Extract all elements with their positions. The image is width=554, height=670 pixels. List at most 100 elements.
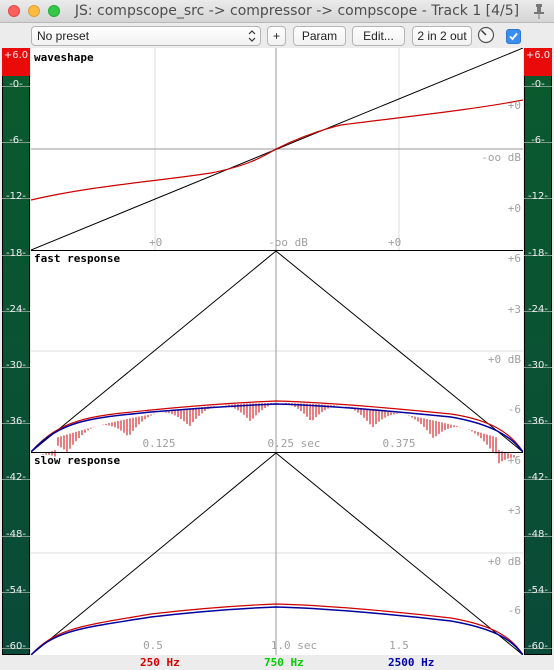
slow-time-label: 1.5 — [389, 639, 409, 652]
waveshape-right-label: -oo dB — [481, 151, 521, 164]
param-button[interactable]: Param — [293, 26, 346, 46]
fast-response-panel: fast response +6 +3 +0 dB -6 0.125 0.25 … — [31, 250, 523, 464]
meter-scale-label: -12- — [6, 191, 26, 203]
meter-tick — [524, 479, 552, 481]
waveshape-bottom-label: +0 — [388, 236, 401, 249]
meter-tick — [524, 535, 552, 537]
waveshape-title: waveshape — [34, 51, 94, 64]
preset-select[interactable]: No preset — [31, 26, 261, 46]
meter-scale-label: -18- — [528, 247, 548, 259]
clip-label: +6.0 — [525, 50, 551, 61]
meter-scale-label: -0- — [531, 79, 545, 90]
slow-time-label: 0.5 — [143, 639, 163, 652]
slow-right-label: +3 — [508, 504, 521, 517]
meter-tick — [524, 648, 552, 649]
scope-display: waveshape +0 -oo dB +0 +0 -oo dB +0 fast… — [31, 48, 523, 655]
title-bar: JS: compscope_src -> compressor -> comps… — [0, 0, 554, 23]
legend-item-250hz: 250 Hz — [140, 656, 180, 669]
checkmark-icon — [509, 32, 518, 41]
minimize-window-button[interactable] — [28, 5, 40, 17]
edit-button[interactable]: Edit... — [352, 26, 405, 46]
meter-tick — [2, 648, 30, 649]
legend-item-2500hz: 2500 Hz — [388, 656, 435, 669]
clip-label: +6.0 — [3, 50, 29, 61]
meter-tick — [2, 591, 30, 593]
fast-time-label: 0.125 — [142, 437, 175, 450]
meter-tick — [2, 198, 30, 200]
meter-tick — [524, 423, 552, 425]
meter-scale-label: -36- — [528, 416, 548, 428]
meter-scale-label: -24- — [528, 303, 548, 315]
meter-scale-label: -54- — [6, 584, 26, 596]
meter-tick — [2, 367, 30, 368]
legend-item-750hz: 750 Hz — [264, 656, 304, 669]
slow-right-label: +0 dB — [488, 555, 521, 568]
meter-bar — [525, 76, 551, 654]
preset-value: No preset — [37, 29, 90, 43]
waveshape-bottom-label: -oo dB — [268, 236, 308, 249]
meter-scale-label: -42- — [6, 472, 26, 484]
meter-scale-label: -30- — [528, 360, 548, 371]
meter-scale-label: -18- — [6, 247, 26, 259]
meter-tick — [2, 479, 30, 481]
meter-scale-label: -30- — [6, 360, 26, 371]
meter-scale-label: -0- — [9, 79, 23, 90]
fast-right-label: +6 — [508, 252, 521, 265]
meter-scale-label: -6- — [531, 135, 545, 147]
slow-right-label: +6 — [508, 454, 521, 467]
slow-right-label: -6 — [508, 604, 521, 617]
fast-right-label: -6 — [508, 403, 521, 416]
meter-bar — [3, 76, 29, 654]
left-level-meter: +6.0 -0- -6- -12- -18- -24- -30- -36- -42- -48- -… — [2, 48, 30, 655]
meter-tick — [524, 198, 552, 200]
meter-tick — [524, 591, 552, 593]
fast-time-label: 0.375 — [382, 437, 415, 450]
close-window-button[interactable] — [8, 5, 20, 17]
pin-icon[interactable] — [532, 3, 546, 19]
meter-tick — [2, 86, 30, 87]
meter-scale-label: -48- — [6, 528, 26, 540]
frequency-legend: 250 Hz 750 Hz 2500 Hz — [31, 655, 523, 670]
waveshape-right-label: +0 — [508, 99, 521, 112]
fast-right-label: +3 — [508, 303, 521, 316]
meter-scale-label: -60- — [528, 641, 548, 652]
meter-scale-label: -60- — [6, 641, 26, 652]
meter-tick — [524, 310, 552, 312]
scope-canvas: waveshape +0 -oo dB +0 +0 -oo dB +0 fast… — [31, 48, 523, 655]
waveshape-right-label: +0 — [508, 202, 521, 215]
fast-response-title: fast response — [34, 252, 120, 265]
clip-indicator — [524, 48, 552, 76]
meter-tick — [524, 142, 552, 144]
meter-scale-label: -48- — [528, 528, 548, 540]
meter-scale-label: -12- — [528, 191, 548, 203]
meter-scale-label: -24- — [6, 303, 26, 315]
meter-scale-label: -42- — [528, 472, 548, 484]
slow-response-title: slow response — [34, 454, 120, 467]
chevron-up-down-icon — [248, 30, 256, 42]
meter-tick — [2, 535, 30, 537]
meter-tick — [2, 254, 30, 256]
enable-checkbox[interactable] — [506, 29, 521, 44]
fast-time-label: 0.25 sec — [268, 437, 321, 450]
fast-right-label: +0 dB — [488, 353, 521, 366]
add-preset-button[interactable]: + — [267, 26, 286, 46]
slow-time-label: 1.0 sec — [271, 639, 317, 652]
meter-tick — [2, 310, 30, 312]
meter-tick — [524, 86, 552, 87]
meter-tick — [2, 142, 30, 144]
meter-scale-label: -36- — [6, 416, 26, 428]
waveshape-bottom-label: +0 — [149, 236, 162, 249]
clip-indicator — [2, 48, 30, 76]
wet-dry-knob-icon[interactable] — [477, 26, 495, 44]
meter-tick — [524, 367, 552, 368]
meter-scale-label: -54- — [528, 584, 548, 596]
maximize-window-button[interactable] — [48, 5, 60, 17]
window-title: JS: compscope_src -> compressor -> comps… — [74, 3, 520, 19]
meter-scale-label: -6- — [9, 135, 23, 147]
meter-tick — [524, 254, 552, 256]
waveshape-panel: waveshape +0 -oo dB +0 +0 -oo dB +0 — [31, 48, 523, 251]
io-routing-button[interactable]: 2 in 2 out — [412, 26, 472, 46]
right-level-meter: +6.0 -0- -6- -12- -18- -24- -30- -36- -42- -48- -… — [524, 48, 552, 655]
slow-response-panel: slow response +6 +3 +0 dB -6 0.5 1.0 sec… — [31, 452, 523, 655]
meter-tick — [2, 423, 30, 425]
